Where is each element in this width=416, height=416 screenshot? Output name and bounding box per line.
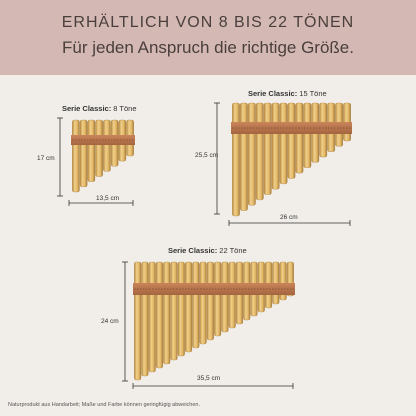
pipe-tube	[79, 119, 88, 188]
pipe-tube	[295, 102, 304, 174]
footnote: Naturprodukt aus Handarbeit; Maße und Fa…	[8, 402, 201, 408]
panflute-22-image	[133, 261, 295, 381]
pipe-8-width-label: 13,5 cm	[96, 195, 120, 202]
panflute-8-image	[71, 119, 135, 193]
pipe-tube	[148, 261, 156, 373]
pipe-tube	[170, 261, 178, 361]
pipe-tube	[303, 102, 312, 168]
pipe-15-width-label: 26 cm	[280, 214, 298, 221]
pipe-tube	[221, 261, 229, 333]
binding-band	[133, 283, 295, 295]
pipe-tube	[72, 119, 80, 193]
pipe-22-height-label: 24 cm	[101, 318, 119, 325]
pipe-22-label: Serie Classic: 22 Töne	[168, 246, 247, 255]
pipe-tube	[199, 261, 207, 345]
pipe-tube	[163, 261, 171, 365]
dimension-lines	[57, 102, 351, 389]
pipe-tube	[177, 261, 185, 357]
pipe-tube	[271, 102, 280, 190]
binding-band	[231, 122, 352, 134]
pipe-tube	[192, 261, 200, 349]
pipe-8-label: Serie Classic: 8 Töne	[62, 104, 137, 113]
pipe-tube	[134, 261, 142, 381]
header-banner: ERHÄLTLICH VON 8 BIS 22 TÖNEN Für jeden …	[0, 0, 416, 75]
pipe-tube	[263, 102, 272, 195]
pipe-tube	[87, 119, 96, 182]
pipe-tube	[248, 102, 256, 206]
pipe-tube	[287, 102, 296, 179]
pipe-tube	[155, 261, 163, 369]
pipe-tube	[141, 261, 149, 377]
pipe-tube	[95, 119, 103, 177]
pipe-tube	[103, 119, 111, 172]
pipe-tube	[255, 102, 264, 201]
headline: ERHÄLTLICH VON 8 BIS 22 TÖNEN	[61, 14, 355, 31]
pipe-tube	[240, 102, 248, 211]
pipe-tube	[206, 261, 214, 341]
pipe-tube	[279, 102, 288, 185]
panflute-15-image	[231, 102, 352, 217]
pipe-tube	[232, 102, 240, 217]
subheadline: Für jeden Anspruch die richtige Größe.	[62, 38, 354, 57]
pipe-22-width-label: 35,5 cm	[197, 375, 221, 382]
pipe-15-label: Serie Classic: 15 Töne	[248, 89, 327, 98]
pipe-8-height-label: 17 cm	[37, 155, 55, 162]
pipe-tube	[185, 261, 193, 353]
pipe-15-height-label: 25,5 cm	[195, 152, 219, 159]
pipe-tube	[214, 261, 222, 337]
